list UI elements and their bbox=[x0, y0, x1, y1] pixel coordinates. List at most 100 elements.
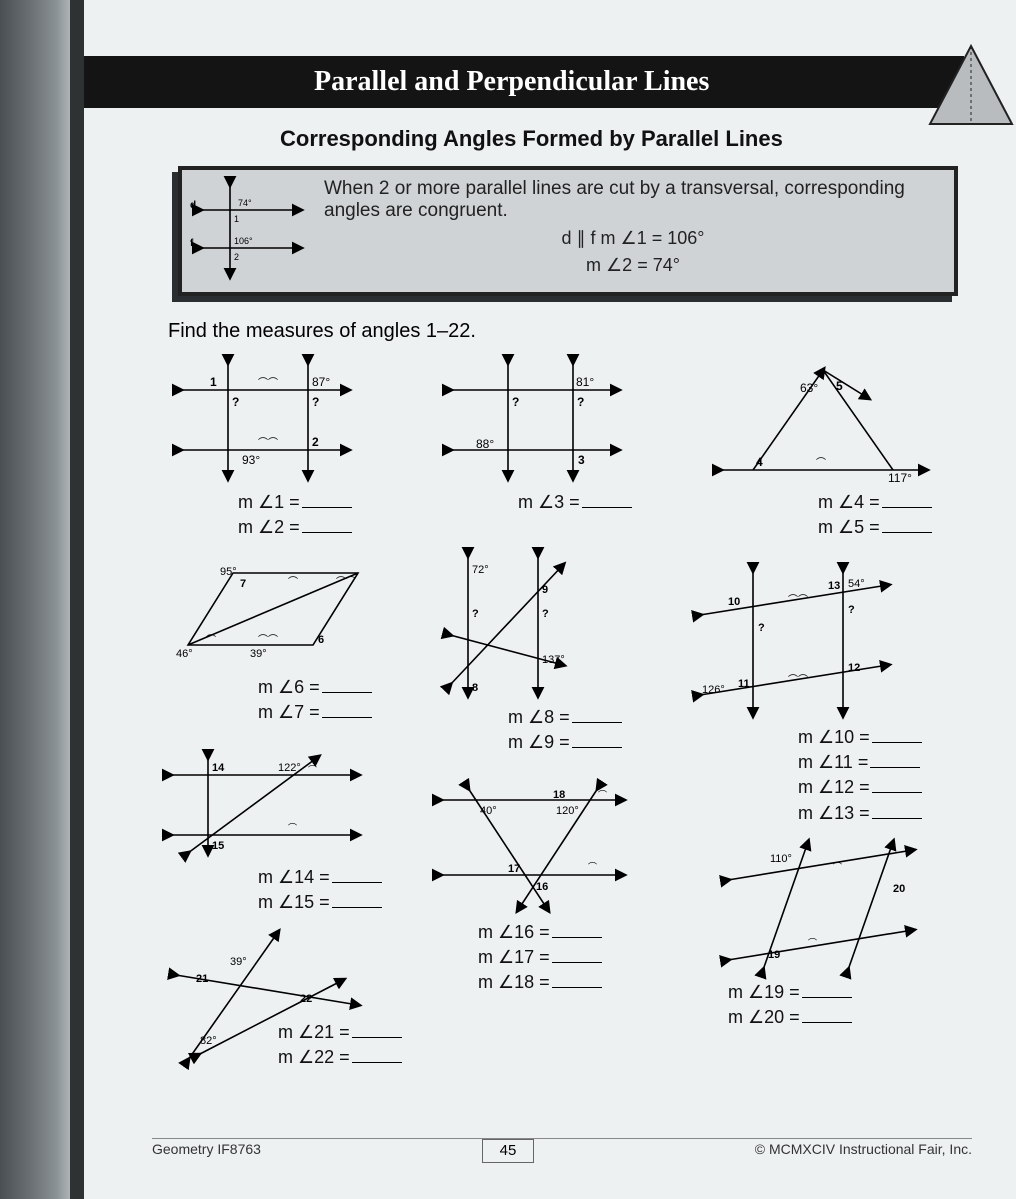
answer-13: m ∠13 = bbox=[798, 801, 958, 826]
problem-4: 95° 7 46° 39° 6 ⌒ ⌒ ⌒⌒ ⌒⌒ m ∠6 = m ∠7 = bbox=[158, 545, 398, 725]
rule-text: When 2 or more parallel lines are cut by… bbox=[312, 170, 954, 292]
svg-text:⌒: ⌒ bbox=[308, 765, 317, 775]
answer-18: m ∠18 = bbox=[478, 970, 658, 995]
svg-text:137°: 137° bbox=[542, 654, 565, 666]
page-title: Parallel and Perpendicular Lines bbox=[314, 66, 709, 97]
rule-box: d f 74° 1 106° 2 When 2 or more parallel… bbox=[178, 166, 958, 296]
svg-text:?: ? bbox=[232, 395, 239, 409]
problem-8: 40° 18 120° 17 16 ⌒ ⌒ m ∠16 = m ∠17 = m … bbox=[428, 770, 658, 996]
problem-2: 81° ? ? 88° 3 m ∠3 = bbox=[438, 350, 658, 515]
svg-text:⌒: ⌒ bbox=[206, 634, 216, 646]
svg-text:20: 20 bbox=[893, 883, 905, 895]
answer-6: m ∠6 = bbox=[258, 675, 398, 700]
svg-text:⌒⌒: ⌒⌒ bbox=[788, 594, 808, 606]
rule-diagram: d f 74° 1 106° 2 bbox=[182, 170, 312, 292]
svg-text:⌒: ⌒ bbox=[588, 862, 597, 872]
page-footer: Geometry IF8763 © MCMXCIV Instructional … bbox=[152, 1138, 972, 1157]
answer-20: m ∠20 = bbox=[728, 1005, 958, 1030]
svg-text:18: 18 bbox=[553, 789, 565, 801]
page-number: 45 bbox=[482, 1139, 534, 1163]
svg-text:93°: 93° bbox=[242, 453, 260, 467]
svg-text:72°: 72° bbox=[472, 564, 489, 576]
svg-text:39°: 39° bbox=[230, 956, 247, 968]
svg-text:3: 3 bbox=[578, 453, 585, 467]
problem-7: 14 122° 15 ⌒ ⌒ m ∠14 = m ∠15 = bbox=[158, 745, 398, 915]
answer-21: m ∠21 = bbox=[278, 1020, 408, 1045]
svg-text:7: 7 bbox=[240, 578, 246, 590]
svg-text:122°: 122° bbox=[278, 762, 301, 774]
answer-16: m ∠16 = bbox=[478, 920, 658, 945]
svg-text:6: 6 bbox=[318, 634, 324, 646]
svg-text:⌒: ⌒ bbox=[816, 457, 826, 469]
answer-3: m ∠3 = bbox=[518, 490, 658, 515]
svg-text:110°: 110° bbox=[770, 853, 792, 865]
answer-17: m ∠17 = bbox=[478, 945, 658, 970]
svg-text:2: 2 bbox=[234, 252, 239, 262]
svg-text:⌒⌒: ⌒⌒ bbox=[788, 674, 808, 686]
svg-text:82°: 82° bbox=[200, 1035, 217, 1047]
svg-text:⌒: ⌒ bbox=[288, 823, 297, 833]
svg-text:39°: 39° bbox=[250, 648, 267, 660]
problem-10: 39° 21 22 82° m ∠21 = m ∠22 = bbox=[158, 920, 408, 1070]
svg-text:46°: 46° bbox=[176, 648, 193, 660]
book-binding bbox=[0, 0, 80, 1199]
rule-statement: When 2 or more parallel lines are cut by… bbox=[324, 178, 942, 222]
svg-text:d: d bbox=[190, 200, 196, 211]
svg-text:9: 9 bbox=[542, 584, 548, 596]
svg-text:⌒: ⌒ bbox=[808, 938, 817, 948]
svg-text:81°: 81° bbox=[576, 375, 594, 389]
svg-text:?: ? bbox=[312, 395, 319, 409]
svg-text:4: 4 bbox=[756, 455, 763, 469]
answer-11: m ∠11 = bbox=[798, 750, 958, 775]
svg-text:19: 19 bbox=[768, 949, 780, 961]
svg-text:⌒: ⌒ bbox=[833, 862, 842, 872]
svg-text:15: 15 bbox=[212, 840, 224, 852]
svg-text:⌒⌒: ⌒⌒ bbox=[258, 437, 278, 449]
title-bar: Parallel and Perpendicular Lines bbox=[84, 56, 964, 108]
footer-right: © MCMXCIV Instructional Fair, Inc. bbox=[755, 1141, 972, 1157]
svg-text:88°: 88° bbox=[476, 437, 494, 451]
answer-10: m ∠10 = bbox=[798, 725, 958, 750]
svg-text:21: 21 bbox=[196, 973, 208, 985]
svg-text:⌒: ⌒ bbox=[288, 576, 298, 588]
svg-text:74°: 74° bbox=[238, 198, 252, 208]
svg-text:?: ? bbox=[577, 395, 584, 409]
problem-3: 63° 5 4 117° ⌒ m ∠4 = m ∠5 = bbox=[708, 350, 958, 540]
svg-text:11: 11 bbox=[738, 678, 750, 690]
svg-text:40°: 40° bbox=[480, 805, 497, 817]
answer-15: m ∠15 = bbox=[258, 890, 398, 915]
svg-text:?: ? bbox=[472, 608, 479, 620]
svg-text:54°: 54° bbox=[848, 578, 865, 590]
instructions: Find the measures of angles 1–22. bbox=[168, 320, 476, 343]
answer-9: m ∠9 = bbox=[508, 730, 648, 755]
svg-text:13: 13 bbox=[828, 580, 840, 592]
svg-text:95°: 95° bbox=[220, 566, 237, 578]
answer-8: m ∠8 = bbox=[508, 705, 648, 730]
svg-text:?: ? bbox=[512, 395, 519, 409]
svg-text:63°: 63° bbox=[800, 381, 818, 395]
svg-text:17: 17 bbox=[508, 863, 520, 875]
svg-text:87°: 87° bbox=[312, 375, 330, 389]
answer-5: m ∠5 = bbox=[818, 515, 958, 540]
svg-text:?: ? bbox=[758, 622, 765, 634]
rule-equation-2: m ∠2 = 74° bbox=[324, 255, 942, 276]
svg-text:106°: 106° bbox=[234, 236, 253, 246]
worksheet-page: Parallel and Perpendicular Lines Corresp… bbox=[0, 0, 1016, 1199]
answer-2: m ∠2 = bbox=[238, 515, 398, 540]
svg-text:10: 10 bbox=[728, 596, 740, 608]
svg-text:⌒⌒: ⌒⌒ bbox=[258, 634, 278, 646]
svg-text:117°: 117° bbox=[888, 471, 912, 485]
svg-text:126°: 126° bbox=[702, 684, 725, 696]
svg-text:5: 5 bbox=[836, 379, 843, 393]
answer-14: m ∠14 = bbox=[258, 865, 398, 890]
problem-5: 72° 9 ? ? 137° 8 m ∠8 = m ∠9 = bbox=[428, 545, 648, 755]
svg-text:f: f bbox=[190, 238, 194, 249]
svg-text:?: ? bbox=[542, 608, 549, 620]
answer-7: m ∠7 = bbox=[258, 700, 398, 725]
problem-9: 110° 20 19 ⌒ ⌒ m ∠19 = m ∠20 = bbox=[708, 830, 958, 1030]
footer-left: Geometry IF8763 bbox=[152, 1141, 261, 1157]
svg-text:⌒: ⌒ bbox=[598, 790, 607, 800]
svg-text:12: 12 bbox=[848, 662, 860, 674]
svg-text:⌒⌒: ⌒⌒ bbox=[258, 377, 278, 389]
svg-text:1: 1 bbox=[210, 375, 217, 389]
